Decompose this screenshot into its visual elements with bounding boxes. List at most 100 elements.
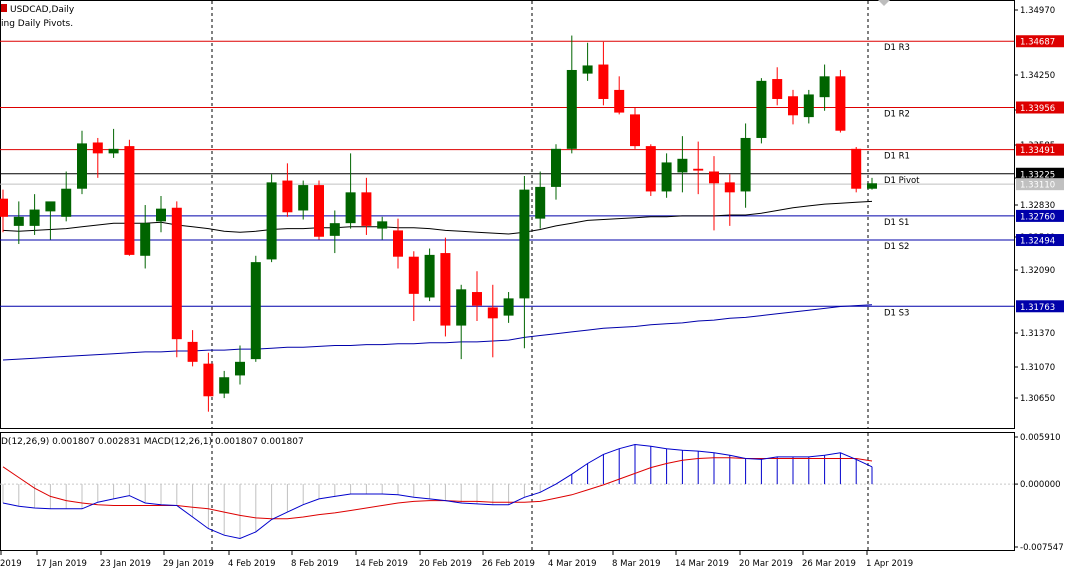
y-tick-label: 1.30650	[1020, 394, 1055, 404]
candle	[756, 78, 767, 144]
candle-body	[156, 208, 166, 222]
candle	[314, 180, 324, 240]
candle	[867, 177, 877, 190]
y-tick-label: 1.32090	[1020, 266, 1055, 276]
candle	[740, 123, 751, 208]
candle-body	[598, 64, 609, 99]
candle-body	[819, 76, 830, 98]
candle	[709, 156, 719, 231]
pivot-label: D1 R1	[884, 152, 910, 162]
x-tick-label: 4 Mar 2019	[548, 559, 596, 569]
candle-body	[472, 292, 482, 306]
x-tick-label: 14 Feb 2019	[355, 559, 408, 569]
candle	[645, 144, 656, 196]
candle-body	[361, 192, 372, 226]
candle-body	[693, 168, 704, 171]
x-tick-label: 29 Jan 2019	[163, 559, 214, 569]
pivot-label: D1 R2	[884, 110, 910, 120]
y-tick-label: 1.34970	[1020, 6, 1055, 16]
x-tick-label: 8 Mar 2019	[612, 559, 660, 569]
price-tag-text: 1.34687	[1020, 38, 1055, 48]
candle-body	[250, 262, 261, 360]
x-tick-label: 26 Mar 2019	[802, 559, 856, 569]
pivot-label: D1 Pivot	[884, 176, 920, 186]
x-tick-label: 20 Feb 2019	[419, 559, 472, 569]
price-tag	[1016, 234, 1064, 247]
candle	[566, 35, 577, 154]
candle	[187, 330, 198, 367]
candle-body	[393, 230, 403, 257]
candle	[614, 76, 625, 115]
candle-body	[551, 148, 561, 187]
pivot-label: D1 S1	[884, 218, 909, 228]
candle-body	[345, 192, 356, 224]
candle	[724, 174, 735, 226]
candle-body	[740, 137, 751, 192]
candle	[440, 237, 451, 337]
y-tick-label: 1.32830	[1020, 201, 1055, 211]
candle-body	[77, 143, 87, 189]
chart-shift-marker-icon[interactable]	[878, 0, 890, 6]
candle	[61, 171, 72, 222]
candle	[329, 210, 340, 254]
candle-body	[171, 207, 182, 340]
price-tag-text: 1.33225	[1020, 170, 1055, 180]
last-price-tag-text: 1.33110	[1020, 181, 1055, 191]
candle	[171, 201, 182, 358]
candle-body	[566, 69, 577, 149]
x-tick-label: 23 Jan 2019	[100, 559, 151, 569]
y-tick-label: 1.31070	[1020, 363, 1055, 373]
candle-body	[456, 289, 467, 326]
candle-body	[298, 185, 309, 211]
candle-body	[724, 182, 735, 193]
candle-body	[314, 185, 324, 237]
pivot-label: D1 S2	[884, 242, 909, 252]
x-tick-label: 1 Apr 2019	[866, 559, 913, 569]
candle	[298, 180, 309, 220]
candle	[77, 130, 87, 195]
macd-y-tick-label: 0.000000	[1020, 480, 1061, 490]
macd-y-tick-label: 0.005910	[1020, 433, 1061, 443]
moving-average-ma_fast	[2, 200, 873, 235]
candle-body	[645, 146, 656, 192]
candle	[361, 177, 372, 235]
candle-body	[614, 89, 625, 113]
candle	[345, 153, 356, 229]
candle-body	[867, 183, 877, 189]
price-tag	[1016, 300, 1064, 313]
candle-body	[440, 253, 451, 326]
price-tag-text: 1.32760	[1020, 212, 1055, 222]
price-tag	[1016, 101, 1064, 114]
candle-body	[13, 216, 24, 226]
y-tick-label: 1.31370	[1020, 329, 1055, 339]
macd-y-tick-label: -0.007547	[1020, 543, 1064, 553]
candle-body	[487, 307, 498, 319]
candle	[45, 201, 56, 240]
candle-body	[424, 254, 435, 298]
symbol-caption: USDCAD,Daily	[10, 5, 75, 15]
candle	[29, 194, 40, 235]
x-tick-label: 4 Feb 2019	[228, 559, 276, 569]
candle	[519, 176, 530, 349]
last-price-tag	[1016, 178, 1064, 191]
candle	[393, 218, 403, 269]
x-tick-label: 20 Mar 2019	[739, 559, 793, 569]
candle-body	[709, 171, 719, 184]
candle-body	[140, 223, 151, 256]
candle	[535, 171, 546, 229]
candle	[92, 137, 103, 178]
candle	[835, 69, 846, 133]
candle-body	[519, 189, 530, 299]
candle-body	[677, 158, 688, 173]
candle-body	[788, 96, 798, 116]
candle-body	[219, 377, 230, 394]
candle	[551, 144, 561, 200]
macd-caption: D(12,26,9) 0.001807 0.002831 MACD(12,26,…	[1, 437, 304, 447]
price-tag	[1016, 143, 1064, 156]
indicator-caption: ing Daily Pivots.	[1, 19, 73, 29]
candle	[13, 201, 24, 245]
x-tick-label: 14 Mar 2019	[675, 559, 729, 569]
candle	[487, 284, 498, 358]
candle-body	[503, 298, 514, 316]
